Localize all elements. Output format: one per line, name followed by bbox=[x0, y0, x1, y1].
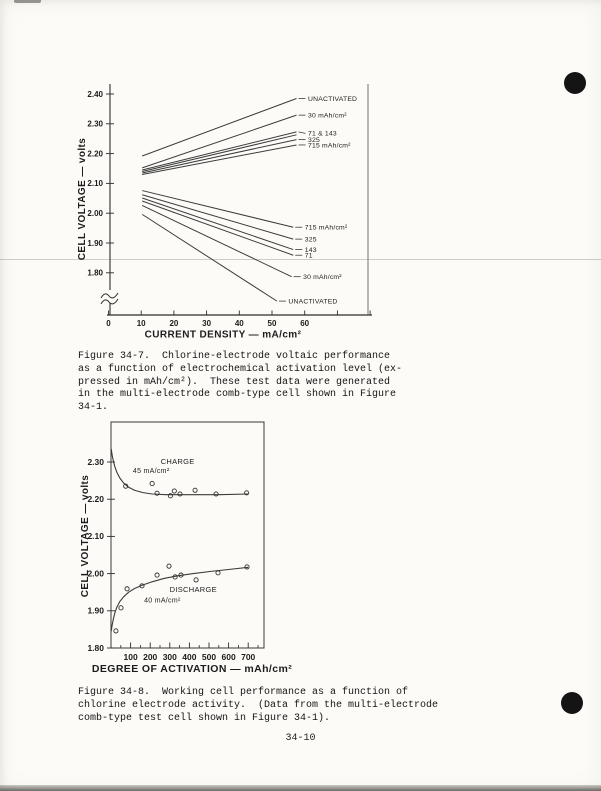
axis-break-mark bbox=[100, 292, 119, 299]
y-tick-label: 2.00 bbox=[87, 209, 103, 218]
x-tick-label: 600 bbox=[222, 652, 236, 662]
x-tick-label: 500 bbox=[202, 652, 216, 662]
data-point-charge bbox=[177, 491, 183, 497]
curve-charge bbox=[110, 448, 249, 496]
y-tick-label: 1.80 bbox=[87, 643, 104, 653]
series-label-charge-unactivated: UNACTIVATED bbox=[308, 96, 357, 103]
scan-edge-smudge bbox=[14, 0, 41, 3]
y-tick-label: 1.90 bbox=[87, 239, 103, 248]
y-tick-label: 2.40 bbox=[87, 90, 103, 99]
series-label-charge-71: 71 & 143 bbox=[308, 131, 337, 138]
scan-bottom-edge bbox=[0, 785, 601, 791]
series-line-charge-30 bbox=[142, 114, 297, 169]
series-line-charge-unactivated bbox=[142, 98, 297, 157]
series-label-charge-325: 325 bbox=[308, 137, 320, 144]
x-tick-label: 40 bbox=[235, 319, 244, 328]
data-point-discharge bbox=[244, 564, 250, 570]
figure-34-8-caption: Figure 34-8. Working cell performance as… bbox=[78, 687, 439, 724]
scan-artifact-line bbox=[0, 259, 601, 260]
y-tick-label: 2.20 bbox=[87, 149, 103, 158]
x-tick-label: 30 bbox=[202, 319, 211, 328]
data-point-charge bbox=[244, 490, 250, 496]
data-point-discharge bbox=[178, 572, 184, 578]
figure-34-7-caption: Figure 34-7. Chlorine-electrode voltaic … bbox=[78, 351, 403, 414]
y-tick-label: 2.30 bbox=[87, 120, 103, 129]
series-line-charge-715 bbox=[142, 144, 297, 175]
data-point-discharge bbox=[154, 572, 160, 578]
data-point-charge bbox=[171, 488, 177, 494]
annotation-charge: CHARGE bbox=[161, 457, 195, 466]
series-line-discharge-715 bbox=[142, 190, 294, 228]
x-tick-label: 700 bbox=[241, 652, 255, 662]
data-point-discharge bbox=[118, 605, 124, 611]
figure-34-8-chart: 2.30 2.20 2.10 2.00 1.90 1.80 100 200 300 400 500 6… bbox=[80, 421, 292, 675]
data-point-discharge bbox=[172, 574, 178, 580]
x-tick-label: 100 bbox=[124, 652, 138, 662]
data-point-charge bbox=[149, 481, 155, 487]
axis-break-mark bbox=[100, 298, 119, 305]
series-line-charge-71 bbox=[142, 131, 297, 171]
series-label-charge-715: 715 mAh/cm² bbox=[308, 142, 351, 149]
data-point-discharge bbox=[113, 628, 119, 634]
series-line-charge-325 bbox=[142, 139, 297, 174]
annotation-discharge: 40 mA/cm² bbox=[144, 598, 181, 605]
series-line-discharge-unactivated bbox=[141, 213, 278, 302]
data-point-charge bbox=[192, 487, 198, 493]
y-axis-title: CELL VOLTAGE — volts bbox=[80, 475, 91, 597]
data-point-discharge bbox=[215, 570, 221, 576]
data-point-charge bbox=[123, 483, 129, 489]
hole-punch-dot-bottom bbox=[561, 692, 583, 714]
figure-34-7-chart: 2.40 2.30 2.20 2.10 2.00 1.90 1.80 0 10 20 30 40 50 6… bbox=[77, 84, 372, 341]
y-tick-label: 2.10 bbox=[87, 179, 103, 188]
y-tick-label: 1.80 bbox=[87, 269, 103, 278]
series-line-discharge-143 bbox=[142, 197, 294, 251]
x-tick-label: 10 bbox=[137, 319, 146, 328]
series-line-discharge-71 bbox=[142, 200, 294, 256]
data-point-charge bbox=[154, 490, 160, 496]
x-tick-label: 400 bbox=[182, 652, 196, 662]
series-label-discharge-71: 71 bbox=[305, 253, 313, 260]
data-point-discharge bbox=[193, 577, 199, 583]
data-point-discharge bbox=[124, 586, 130, 592]
x-tick-label: 0 bbox=[106, 319, 111, 328]
x-axis-title: DEGREE OF ACTIVATION — mAh/cm² bbox=[92, 663, 292, 675]
series-label-discharge-715: 715 mAh/cm² bbox=[305, 225, 348, 232]
curve-discharge bbox=[110, 566, 249, 632]
data-point-charge bbox=[213, 491, 219, 497]
x-tick-label: 200 bbox=[143, 652, 157, 662]
y-tick-label: 2.20 bbox=[87, 494, 104, 504]
annotation-discharge: DISCHARGE bbox=[170, 585, 217, 594]
series-line-charge-143 bbox=[142, 134, 297, 172]
series-line-discharge-325 bbox=[142, 194, 294, 240]
data-point-discharge bbox=[166, 563, 172, 569]
x-tick-label: 300 bbox=[163, 652, 177, 662]
y-tick-label: 2.30 bbox=[87, 457, 104, 467]
series-label-discharge-30: 30 mAh/cm² bbox=[303, 274, 342, 281]
series-label-discharge-unactivated: UNACTIVATED bbox=[288, 299, 337, 306]
series-label-discharge-143: 143 bbox=[305, 247, 317, 254]
data-point-charge bbox=[167, 493, 173, 499]
page-number: 34-10 bbox=[285, 733, 316, 744]
y-tick-label: 1.90 bbox=[87, 606, 104, 616]
series-label-charge-30: 30 mAh/cm² bbox=[308, 113, 347, 120]
y-tick-label: 2.10 bbox=[87, 531, 104, 541]
y-axis-title: CELL VOLTAGE — volts bbox=[77, 138, 88, 260]
data-point-discharge bbox=[139, 583, 145, 589]
x-tick-label: 20 bbox=[169, 319, 178, 328]
series-line-discharge-30 bbox=[141, 205, 292, 278]
hole-punch-dot-top bbox=[564, 72, 586, 94]
x-tick-label: 50 bbox=[268, 319, 277, 328]
x-tick-label: 60 bbox=[300, 319, 309, 328]
annotation-charge: 45 mA/cm² bbox=[133, 468, 170, 475]
label-leader-charge-71 bbox=[298, 131, 306, 134]
plot-frame bbox=[110, 421, 265, 649]
x-axis-title: CURRENT DENSITY — mA/cm² bbox=[145, 330, 302, 341]
y-tick-label: 2.00 bbox=[87, 568, 104, 578]
series-label-discharge-325: 325 bbox=[305, 237, 317, 244]
